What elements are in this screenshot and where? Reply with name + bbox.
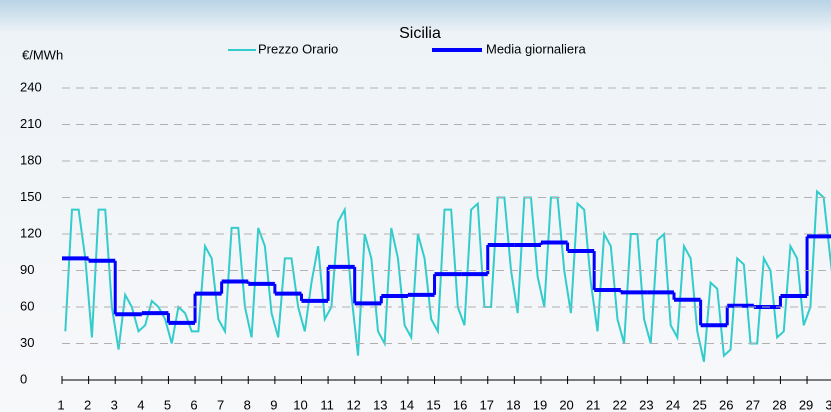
x-tick-label: 30 [825, 397, 831, 412]
x-tick-label: 8 [244, 397, 251, 412]
x-tick-label: 19 [533, 397, 547, 412]
x-tick-label: 16 [453, 397, 467, 412]
x-tick-label: 9 [270, 397, 277, 412]
x-tick-label: 14 [400, 397, 414, 412]
x-tick-label: 28 [772, 397, 786, 412]
hourly-price-line [65, 191, 831, 361]
x-tick-label: 10 [293, 397, 307, 412]
legend-label: Media giornaliera [486, 41, 586, 56]
x-tick-label: 23 [639, 397, 653, 412]
x-tick-label: 13 [373, 397, 387, 412]
y-tick-label: 210 [20, 116, 42, 131]
x-tick-label: 26 [719, 397, 733, 412]
x-tick-label: 24 [666, 397, 680, 412]
x-tick-label: 12 [346, 397, 360, 412]
x-tick-label: 18 [506, 397, 520, 412]
y-tick-label: 90 [20, 262, 34, 277]
y-tick-label: 180 [20, 152, 42, 167]
plot-area [62, 191, 831, 361]
x-tick-label: 17 [480, 397, 494, 412]
x-tick-label: 15 [426, 397, 440, 412]
x-tick-label: 29 [799, 397, 813, 412]
x-tick-label: 5 [164, 397, 171, 412]
chart: Sicilia €/MWh Prezzo Orario Media giorna… [0, 0, 831, 412]
x-tick-label: 27 [746, 397, 760, 412]
x-tick-label: 4 [137, 397, 144, 412]
x-tick-label: 22 [613, 397, 627, 412]
chart-title: Sicilia [399, 25, 441, 42]
x-tick-label: 2 [84, 397, 91, 412]
y-tick-label: 30 [20, 335, 34, 350]
y-axis-label: €/MWh [22, 47, 63, 62]
y-tick-label: 150 [20, 189, 42, 204]
y-tick-label: 240 [20, 79, 42, 94]
legend-label: Prezzo Orario [258, 41, 338, 56]
x-tick-label: 11 [320, 397, 334, 412]
x-tick-label: 20 [559, 397, 573, 412]
x-tick-label: 25 [692, 397, 706, 412]
y-tick-label: 0 [20, 371, 27, 386]
x-tick-label: 6 [190, 397, 197, 412]
y-tick-label: 60 [20, 298, 34, 313]
x-tick-label: 7 [217, 397, 224, 412]
x-tick-label: 1 [57, 397, 64, 412]
y-tick-label: 120 [20, 225, 42, 240]
x-tick-label: 21 [586, 397, 600, 412]
x-tick-label: 3 [111, 397, 118, 412]
